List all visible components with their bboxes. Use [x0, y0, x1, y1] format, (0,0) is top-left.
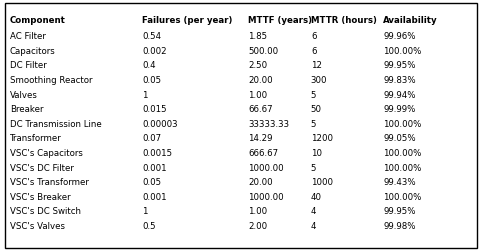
Text: 0.002: 0.002 [142, 47, 167, 56]
Text: 1.00: 1.00 [248, 91, 268, 100]
Text: 5: 5 [311, 91, 316, 100]
Text: 0.00003: 0.00003 [142, 120, 178, 129]
Text: 2.00: 2.00 [248, 222, 268, 231]
Text: 666.67: 666.67 [248, 149, 279, 158]
Text: 6: 6 [311, 47, 316, 56]
Text: 99.96%: 99.96% [383, 32, 415, 41]
Text: 99.98%: 99.98% [383, 222, 415, 231]
Text: MTTR (hours): MTTR (hours) [311, 16, 377, 25]
Text: 0.015: 0.015 [142, 105, 167, 114]
Text: 50: 50 [311, 105, 322, 114]
Text: 5: 5 [311, 120, 316, 129]
Text: 0.4: 0.4 [142, 62, 156, 70]
Text: 100.00%: 100.00% [383, 47, 422, 56]
Text: 1000.00: 1000.00 [248, 164, 284, 173]
Text: 40: 40 [311, 193, 322, 202]
Text: Availability: Availability [383, 16, 438, 25]
Text: 0.001: 0.001 [142, 164, 167, 173]
Text: 99.99%: 99.99% [383, 105, 415, 114]
Text: DC Transmission Line: DC Transmission Line [10, 120, 101, 129]
Text: Smoothing Reactor: Smoothing Reactor [10, 76, 92, 85]
Text: VSC's DC Switch: VSC's DC Switch [10, 208, 80, 216]
Text: 100.00%: 100.00% [383, 193, 422, 202]
Text: 20.00: 20.00 [248, 178, 273, 187]
Text: 99.95%: 99.95% [383, 62, 415, 70]
Text: 2.50: 2.50 [248, 62, 268, 70]
Text: 300: 300 [311, 76, 327, 85]
Text: Transformer: Transformer [10, 134, 61, 143]
Text: 1000: 1000 [311, 178, 333, 187]
Text: VSC's Transformer: VSC's Transformer [10, 178, 89, 187]
Text: 99.94%: 99.94% [383, 91, 415, 100]
Text: 1: 1 [142, 208, 147, 216]
Text: 0.54: 0.54 [142, 32, 161, 41]
Text: 100.00%: 100.00% [383, 149, 422, 158]
Text: 6: 6 [311, 32, 316, 41]
Text: DC Filter: DC Filter [10, 62, 46, 70]
Text: VSC's Capacitors: VSC's Capacitors [10, 149, 82, 158]
Text: 0.07: 0.07 [142, 134, 161, 143]
Text: VSC's DC Filter: VSC's DC Filter [10, 164, 74, 173]
Text: 4: 4 [311, 222, 316, 231]
Text: 99.43%: 99.43% [383, 178, 416, 187]
Text: 100.00%: 100.00% [383, 164, 422, 173]
Text: 66.67: 66.67 [248, 105, 273, 114]
Text: 0.05: 0.05 [142, 76, 161, 85]
Text: 1.85: 1.85 [248, 32, 268, 41]
Text: 20.00: 20.00 [248, 76, 273, 85]
Text: 10: 10 [311, 149, 322, 158]
Text: AC Filter: AC Filter [10, 32, 45, 41]
Text: VSC's Breaker: VSC's Breaker [10, 193, 70, 202]
Text: 0.0015: 0.0015 [142, 149, 173, 158]
Text: Failures (per year): Failures (per year) [142, 16, 232, 25]
Text: 12: 12 [311, 62, 322, 70]
Text: 99.95%: 99.95% [383, 208, 415, 216]
Text: 14.29: 14.29 [248, 134, 273, 143]
Text: Valves: Valves [10, 91, 38, 100]
Text: 1: 1 [142, 91, 147, 100]
Text: 100.00%: 100.00% [383, 120, 422, 129]
Text: 0.5: 0.5 [142, 222, 156, 231]
Text: 1000.00: 1000.00 [248, 193, 284, 202]
Text: 5: 5 [311, 164, 316, 173]
Text: Breaker: Breaker [10, 105, 43, 114]
Text: 0.001: 0.001 [142, 193, 167, 202]
Text: 1.00: 1.00 [248, 208, 268, 216]
Text: MTTF (years): MTTF (years) [248, 16, 312, 25]
Text: 500.00: 500.00 [248, 47, 279, 56]
Text: 4: 4 [311, 208, 316, 216]
Text: 1200: 1200 [311, 134, 333, 143]
Text: 99.83%: 99.83% [383, 76, 416, 85]
Text: Component: Component [10, 16, 66, 25]
Text: 99.05%: 99.05% [383, 134, 416, 143]
Text: 0.05: 0.05 [142, 178, 161, 187]
Text: VSC's Valves: VSC's Valves [10, 222, 65, 231]
Text: 33333.33: 33333.33 [248, 120, 289, 129]
Text: Capacitors: Capacitors [10, 47, 55, 56]
